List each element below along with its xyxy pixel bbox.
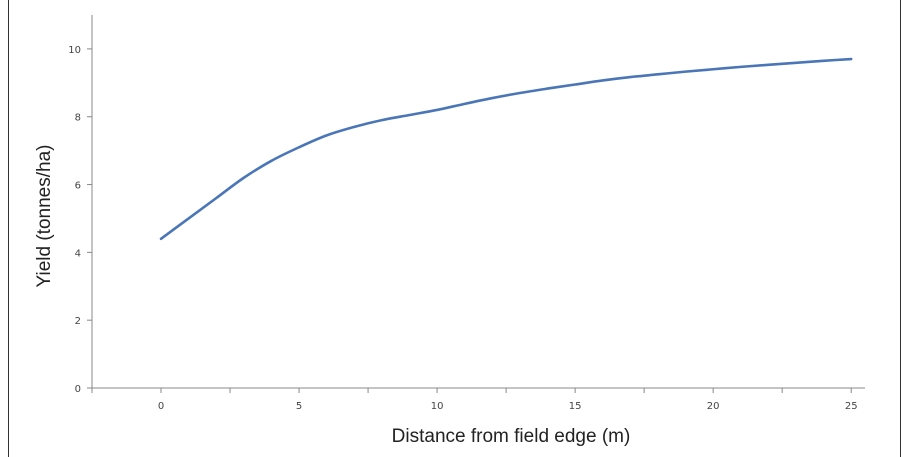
x-tick-label: 5 <box>296 401 302 412</box>
x-tick-label: 10 <box>431 401 444 412</box>
y-tick-label: 10 <box>68 45 81 56</box>
y-tick-label: 4 <box>75 248 81 259</box>
y-tick-label: 0 <box>75 384 81 395</box>
y-tick-label: 2 <box>75 316 81 327</box>
tick-labels: 0 2 4 6 8 10 0 5 10 15 20 25 <box>68 45 857 412</box>
x-tick-label: 0 <box>158 401 164 412</box>
series-line-0 <box>159 57 853 241</box>
y-tick-label: 6 <box>75 181 81 192</box>
chart-frame <box>8 0 901 457</box>
axes <box>87 15 865 393</box>
y-axis-title: Yield (tonnes/ha) <box>34 145 55 288</box>
series-layer <box>159 57 853 241</box>
y-tick-label: 8 <box>75 113 81 124</box>
x-axis-title: Distance from field edge (m) <box>392 426 631 447</box>
x-tick-label: 15 <box>569 401 582 412</box>
x-tick-label: 25 <box>845 401 858 412</box>
x-tick-label: 20 <box>707 401 720 412</box>
